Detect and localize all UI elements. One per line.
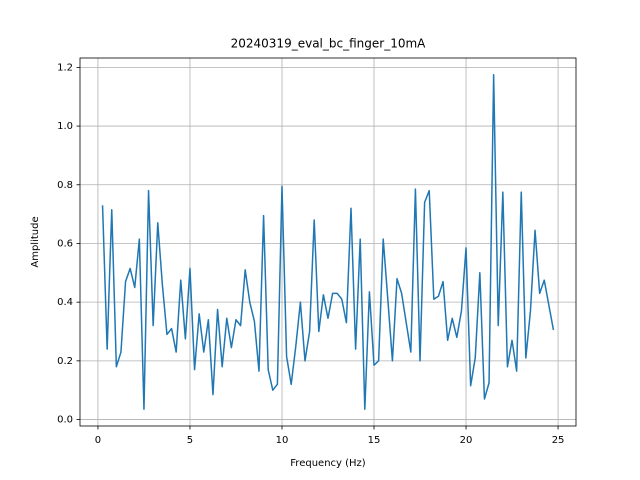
y-tick-label: 1.0 <box>57 121 73 132</box>
x-axis-label: Frequency (Hz) <box>290 458 366 469</box>
x-tick-label: 25 <box>552 435 565 446</box>
y-tick-label: 0.8 <box>57 180 73 191</box>
data-line <box>101 73 555 411</box>
y-axis-label: Amplitude <box>30 216 41 267</box>
plot-frame <box>79 57 577 427</box>
y-tick-label: 0.2 <box>57 356 73 367</box>
y-tick-label: 0.6 <box>57 238 73 249</box>
x-tick-label: 5 <box>187 435 193 446</box>
chart-title: 20240319_eval_bc_finger_10mA <box>231 37 427 51</box>
x-tick-label: 10 <box>276 435 289 446</box>
y-tick-label: 0.4 <box>57 297 73 308</box>
y-tick-label: 0.0 <box>57 415 73 426</box>
y-tick-label: 1.2 <box>57 62 73 73</box>
x-tick-label: 15 <box>368 435 381 446</box>
x-tick-label: 0 <box>95 435 101 446</box>
x-tick-label: 20 <box>460 435 473 446</box>
